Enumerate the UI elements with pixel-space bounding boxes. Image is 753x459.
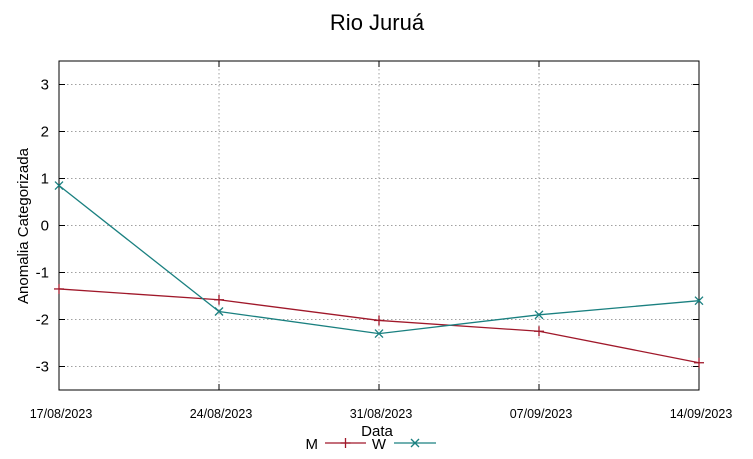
- y-tick-label: 0: [41, 218, 49, 235]
- series-group: [54, 181, 704, 368]
- legend-marker-M: [340, 438, 351, 448]
- grid-lines: [59, 61, 699, 390]
- x-axis-ticks: 17/08/2023 24/08/2023 31/08/2023 07/09/2023…: [30, 61, 733, 421]
- x-axis-label: Data: [361, 423, 393, 440]
- y-tick-label: -1: [36, 265, 49, 282]
- data-point-W: [214, 307, 224, 316]
- chart-title: Rio Juruá: [330, 10, 425, 35]
- x-tick-label: 07/09/2023: [510, 407, 573, 421]
- x-tick-label: 31/08/2023: [350, 407, 413, 421]
- x-tick-label: 14/09/2023: [670, 407, 733, 421]
- legend-label-W: W: [372, 436, 387, 453]
- data-point-W: [54, 181, 64, 191]
- data-point-W: [534, 310, 544, 320]
- legend-label-M: M: [306, 436, 319, 453]
- data-point-M: [534, 326, 544, 337]
- y-axis-label: Anomalia Categorizada: [15, 147, 32, 304]
- data-point-M: [694, 357, 704, 368]
- y-tick-label: 1: [41, 171, 49, 188]
- data-point-W: [374, 329, 384, 339]
- data-point-M: [374, 315, 384, 326]
- data-point-M: [214, 294, 224, 305]
- series-line-W: [58, 185, 700, 335]
- y-tick-label: -3: [36, 359, 49, 376]
- y-axis-ticks: 3 2 1 0 -1 -2 -3: [36, 77, 699, 376]
- y-tick-label: 3: [41, 77, 49, 94]
- data-point-W: [694, 296, 704, 306]
- x-tick-label: 17/08/2023: [30, 407, 93, 421]
- legend-marker-W: [410, 438, 420, 448]
- x-tick-label: 24/08/2023: [190, 407, 253, 421]
- y-tick-label: 2: [41, 124, 49, 141]
- data-point-M: [54, 283, 64, 294]
- y-tick-label: -2: [36, 312, 49, 329]
